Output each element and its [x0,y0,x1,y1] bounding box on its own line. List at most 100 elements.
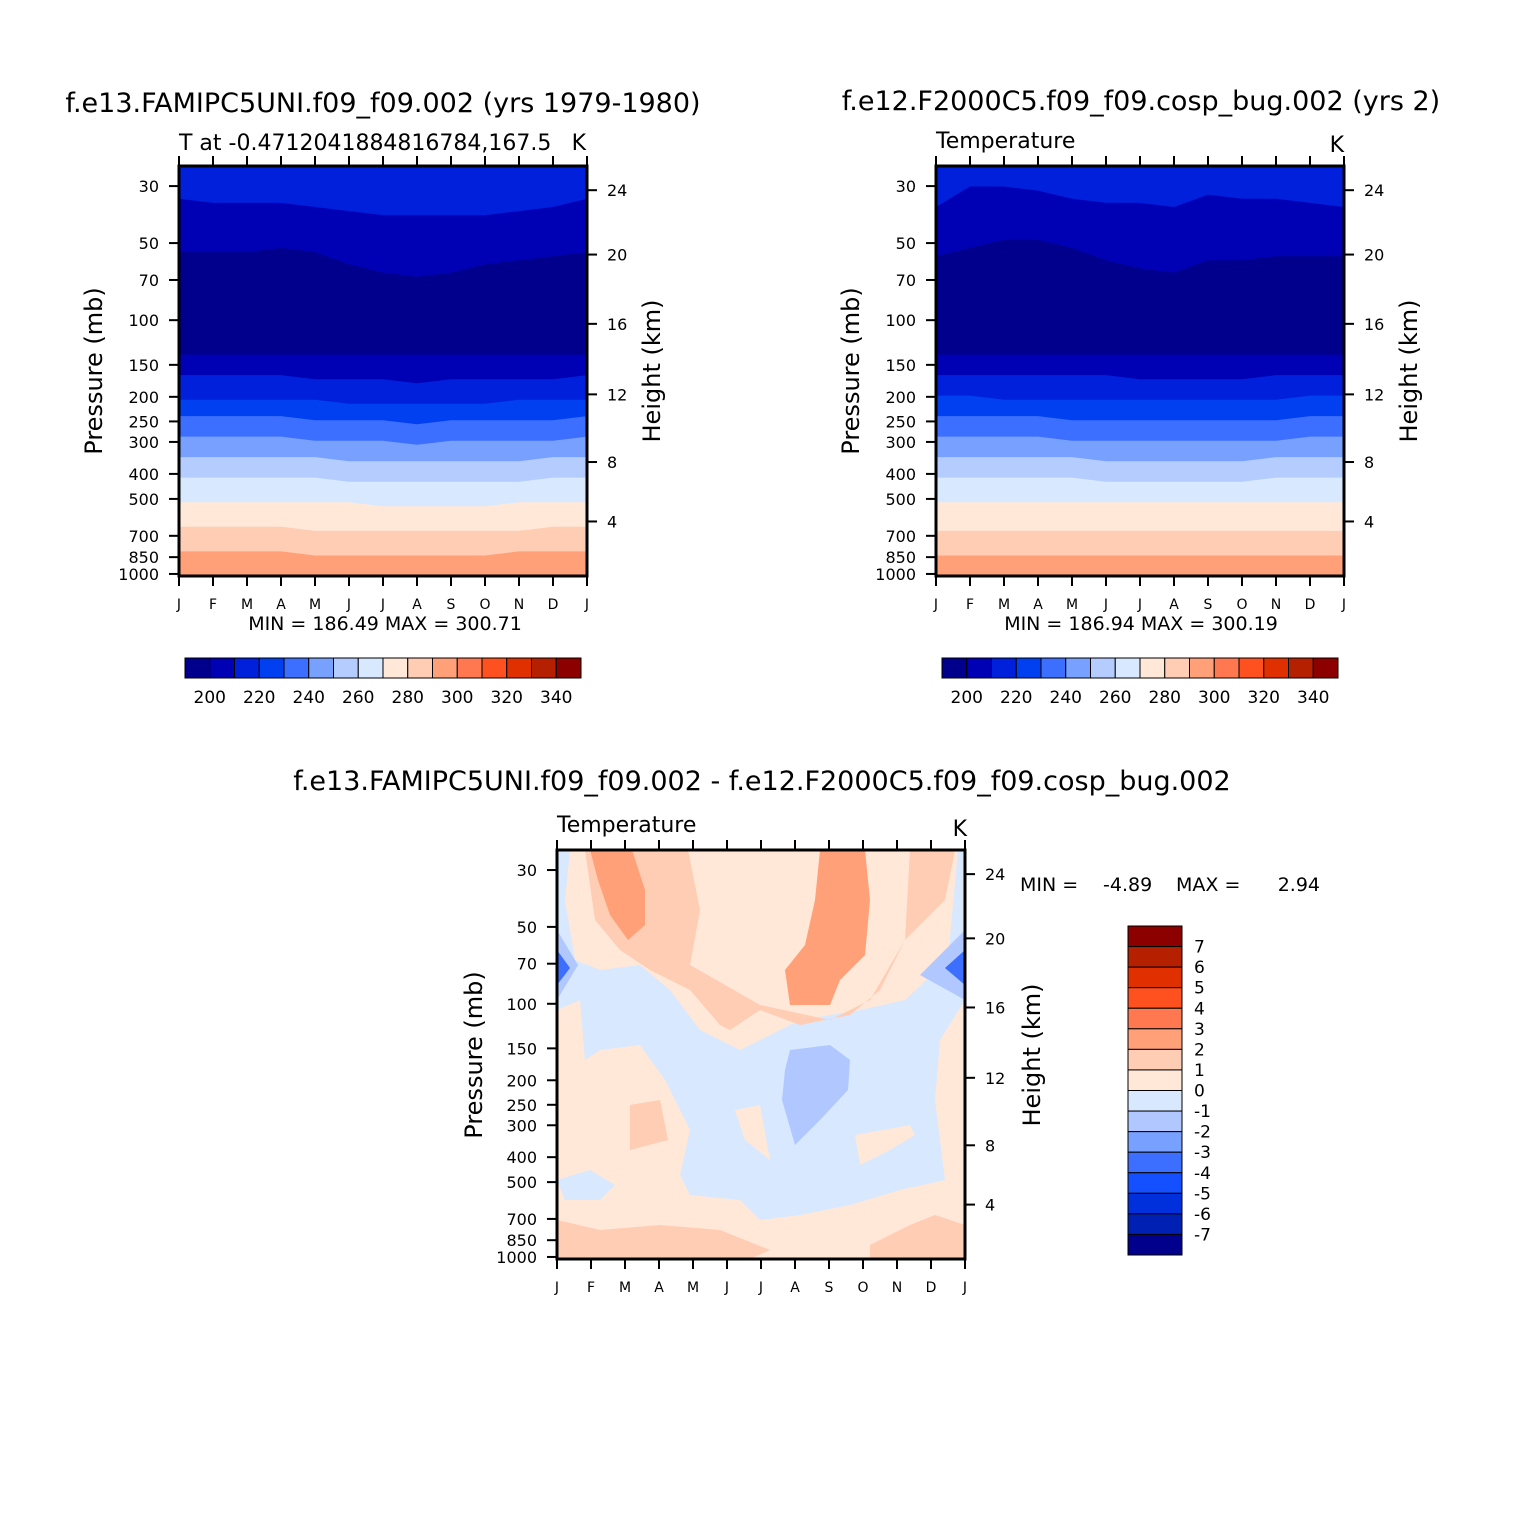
y-tick-right-label: 20 [607,246,627,265]
panel-2-ylabel-right: Height (km) [1395,300,1423,443]
y-tick-right-label: 4 [1364,512,1374,531]
colorbar-box [1127,966,1183,989]
colorbar-box [1312,657,1339,679]
y-tick-label: 300 [885,433,916,452]
panel-3-ylabel-right: Height (km) [1018,984,1046,1127]
colorbar-label: -3 [1194,1143,1211,1163]
diff-region-surface-left-1-2 [557,1220,770,1259]
x-tick-label: A [412,597,422,613]
panel-2-subtitle-right: K [1330,133,1345,158]
diff-region-upper-2-3-left [590,850,645,940]
colorbar-box [506,657,532,679]
y-tick-label: 100 [128,311,159,330]
panel-1-contour-bands [179,166,587,577]
panel-3-title: f.e13.FAMIPC5UNI.f09_f09.002 - f.e12.F20… [293,766,1230,797]
colorbar-box [481,657,508,679]
colorbar-box [1127,1192,1183,1215]
colorbar-box [382,657,409,679]
colorbar-box [1065,657,1091,679]
panel-3-min-value: -4.89 [1103,874,1152,896]
colorbar-box [1189,657,1215,679]
y-tick-label: 850 [885,548,916,567]
y-tick-label: 400 [885,465,916,484]
y-tick-label: 300 [128,433,159,452]
x-tick-label: D [548,597,559,613]
colorbar-box [555,657,582,679]
y-tick-right-label: 12 [985,1069,1005,1088]
colorbar-box [1238,657,1265,679]
x-tick-label: N [892,1280,902,1296]
y-tick-label: 30 [896,177,916,196]
colorbar-label: 200 [194,688,226,708]
y-tick-label: 70 [139,271,159,290]
x-tick-label: J [724,1280,729,1296]
y-tick-right-label: 12 [607,385,627,404]
x-tick-label: A [790,1280,800,1296]
x-tick-label: N [514,597,524,613]
y-tick-right-label: 4 [607,512,617,531]
x-tick-label: J [758,1280,763,1296]
panel-3-max-label: MAX = [1176,874,1240,896]
diff-region-mid-1-2 [630,1100,668,1150]
panel-2-ylabel: Pressure (mb) [837,287,865,454]
diff-region-lower-left-neg [557,1170,615,1200]
panel-1: f.e13.FAMIPC5UNI.f09_f09.002 (yrs 1979-1… [65,88,700,708]
x-tick-label: F [966,597,974,613]
colorbar-box [333,657,359,679]
y-tick-label: 300 [506,1116,537,1135]
y-tick-right-label: 16 [1364,315,1384,334]
y-tick-label: 30 [517,861,537,880]
x-tick-label: S [825,1280,834,1296]
colorbar-label: 200 [951,688,983,708]
y-tick-label: 500 [885,490,916,509]
colorbar-label: -7 [1194,1225,1211,1245]
colorbar-box [209,657,235,679]
colorbar-box [308,657,334,679]
x-tick-label: J [1103,597,1108,613]
y-tick-label: 150 [885,356,916,375]
panel-2-colorbar: 200 220 240 260 280 300 320 340 [941,657,1339,708]
diff-region-right-jet-core [945,950,965,985]
panel-1-subtitle-left: T at -0.4712041884816784,167.5 [178,131,551,156]
x-tick-label: F [209,597,217,613]
y-tick-label: 50 [517,918,537,937]
x-tick-label: D [1305,597,1316,613]
colorbar-box [1127,1110,1183,1133]
colorbar-label: 300 [1198,688,1230,708]
colorbar-box [1127,1172,1183,1194]
diff-region-right-jet-neg [920,930,965,1000]
panel-2-title: f.e12.F2000C5.f09_f09.cosp_bug.002 (yrs … [842,86,1440,117]
panel-1-axes: J F M A M J J A S O N D J 30 50 70 100 150 200 250 300 400 500… [118,156,627,613]
x-tick-label: D [926,1280,937,1296]
y-tick-label: 150 [506,1039,537,1058]
colorbar-box [1213,657,1240,679]
y-tick-label: 850 [128,548,159,567]
x-tick-label: S [447,597,456,613]
y-tick-label: 70 [896,271,916,290]
diff-region-upper-1-2 [585,850,955,1030]
colorbar-label: 5 [1194,979,1205,999]
colorbar-label: 3 [1194,1020,1205,1040]
y-tick-right-label: 4 [985,1196,995,1215]
panel-3-max-value: 2.94 [1278,874,1320,896]
x-tick-label: A [1033,597,1043,613]
colorbar-box [1263,657,1289,679]
x-tick-label: M [619,1280,631,1296]
colorbar-label: 260 [1099,688,1131,708]
x-tick-label: J [176,597,181,613]
colorbar-box [1127,1048,1183,1071]
x-tick-label: J [962,1280,967,1296]
x-tick-label: A [276,597,286,613]
y-tick-label: 50 [896,234,916,253]
x-tick-label: F [587,1280,595,1296]
y-tick-right-label: 24 [607,181,627,200]
panel-3: f.e13.FAMIPC5UNI.f09_f09.002 - f.e12.F20… [293,766,1320,1296]
colorbar-label: 6 [1194,958,1205,978]
colorbar-label: -6 [1194,1205,1211,1225]
colorbar-box [407,657,433,679]
panel-2: f.e12.F2000C5.f09_f09.cosp_bug.002 (yrs … [837,86,1440,708]
y-tick-label: 200 [885,388,916,407]
colorbar-box [1127,1131,1183,1153]
colorbar-box [941,657,968,679]
